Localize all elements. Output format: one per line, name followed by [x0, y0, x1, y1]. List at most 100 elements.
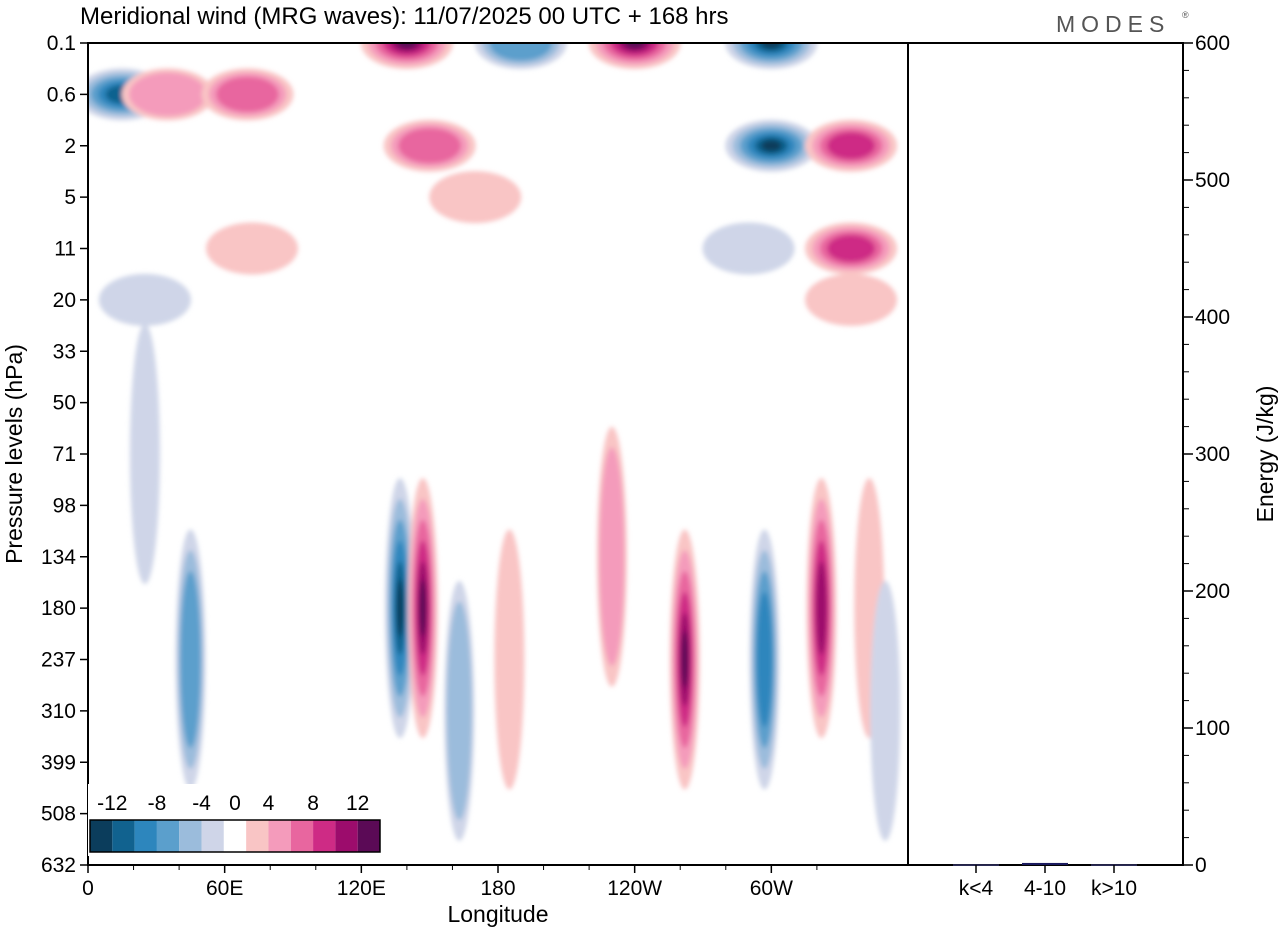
- colorbar-swatch: [179, 820, 202, 852]
- wind-field: [88, 43, 901, 841]
- wind-feature: [669, 529, 700, 790]
- wind-contour: [98, 273, 191, 326]
- colorbar-tick-label: 12: [346, 792, 369, 815]
- longitude-tick-label: 120E: [337, 877, 386, 900]
- colorbar-swatch: [112, 820, 135, 852]
- pressure-tick-label: 310: [41, 700, 76, 723]
- pressure-tick-label: 180: [41, 597, 76, 620]
- wind-feature: [805, 273, 898, 326]
- wind-feature: [870, 580, 901, 841]
- energy-tick-label: 300: [1195, 443, 1230, 466]
- energy-bars: k<4 4-10 k>10: [953, 862, 1137, 900]
- wind-feature: [121, 68, 214, 121]
- wind-feature: [494, 529, 525, 790]
- wind-feature: [596, 426, 627, 687]
- pressure-tick-label: 134: [41, 546, 76, 569]
- pressure-tick-label: 33: [53, 340, 76, 363]
- wind-feature: [749, 529, 780, 790]
- energy-tick-label: 0: [1195, 854, 1207, 877]
- wind-contour: [419, 579, 427, 637]
- colorbar-swatch: [90, 820, 113, 852]
- colorbar-tick-label: 4: [263, 792, 275, 815]
- energy-tick-label: 400: [1195, 306, 1230, 329]
- colorbar-frame: [89, 819, 381, 853]
- wind-feature: [201, 68, 294, 121]
- wind-feature: [474, 43, 567, 69]
- colorbar-swatch: [290, 820, 314, 852]
- wind-contour: [599, 447, 625, 666]
- pressure-tick-label: 50: [53, 392, 76, 415]
- logo-text: MODES: [1056, 11, 1170, 37]
- pressure-tick-label: 98: [53, 494, 76, 517]
- colorbar: -12 -8 -4 0 4 8 12: [88, 784, 382, 856]
- colorbar-swatch: [357, 820, 380, 852]
- wind-feature: [383, 119, 476, 172]
- x-axis-label: Longitude: [447, 901, 548, 927]
- colorbar-swatch: [156, 820, 180, 852]
- pressure-tick-label: 11: [54, 238, 76, 261]
- wind-contour: [681, 630, 689, 689]
- energy-category-label: 4-10: [1024, 877, 1066, 900]
- colorbar-swatch: [335, 820, 358, 852]
- pressure-tick-label: 2: [64, 135, 76, 158]
- wind-contour: [805, 273, 898, 326]
- wind-feature: [385, 478, 416, 739]
- colorbar-swatch: [201, 820, 224, 852]
- wind-feature: [588, 43, 681, 69]
- longitude-tick-label: 120W: [607, 877, 662, 900]
- wind-contour: [398, 128, 461, 164]
- colorbar-tick-label: 8: [307, 792, 319, 815]
- colorbar-swatch: [223, 820, 247, 852]
- energy-tick-label: 500: [1195, 169, 1230, 192]
- wind-feature: [725, 119, 818, 172]
- wind-contour: [206, 222, 298, 275]
- wind-feature: [725, 43, 818, 69]
- wind-contour: [827, 132, 875, 160]
- colorbar-swatch: [246, 820, 269, 852]
- wind-contour: [761, 140, 782, 152]
- colorbar-tick-label: 0: [229, 792, 241, 815]
- pressure-tick-label: 632: [41, 854, 76, 877]
- y-axis-label: Pressure levels (hPa): [1, 344, 27, 564]
- wind-feature: [360, 43, 453, 69]
- longitude-axis: 0 60E 120E 180 120W 60W: [82, 865, 818, 900]
- wind-contour: [216, 76, 279, 113]
- pressure-tick-label: 20: [53, 289, 76, 312]
- wind-contour: [624, 43, 645, 49]
- pressure-tick-label: 71: [53, 443, 76, 466]
- colorbar-swatch: [313, 820, 336, 852]
- pressure-tick-label: 508: [41, 803, 76, 826]
- wind-feature: [129, 324, 160, 584]
- pressure-axis: 0.1 0.6 2 5 11 20 33 50 71 98 134 180 237 310 399 508 63…: [41, 32, 88, 877]
- wind-feature: [206, 222, 298, 275]
- energy-plot-frame: [907, 42, 1184, 866]
- pressure-tick-label: 5: [64, 186, 76, 209]
- wind-feature: [407, 478, 438, 739]
- chart-title: Meridional wind (MRG waves): 11/07/2025 …: [80, 3, 729, 30]
- wind-contour: [180, 571, 201, 748]
- wind-contour: [756, 591, 773, 728]
- wind-contour: [870, 580, 901, 841]
- energy-tick-label: 100: [1195, 717, 1230, 740]
- wind-contour: [446, 601, 472, 821]
- colorbar-tick-label: -12: [97, 792, 127, 815]
- wind-feature: [98, 273, 191, 326]
- wind-contour: [129, 72, 207, 117]
- energy-axis: 0 100 200 300 400 500 600: [1183, 32, 1230, 877]
- wind-feature: [175, 529, 206, 790]
- wind-contour: [494, 529, 525, 790]
- wind-contour: [761, 43, 782, 49]
- wind-contour: [489, 43, 553, 61]
- wind-contour: [816, 561, 827, 655]
- wind-contour: [429, 171, 522, 224]
- energy-axis-label: Energy (J/kg): [1252, 386, 1278, 523]
- pressure-tick-label: 0.6: [47, 83, 76, 106]
- wind-feature: [444, 580, 475, 841]
- wind-feature: [429, 171, 522, 224]
- colorbar-swatch: [268, 820, 291, 852]
- energy-category-label: k>10: [1091, 877, 1137, 900]
- longitude-tick-label: 60W: [750, 877, 793, 900]
- wind-contour: [396, 579, 404, 637]
- wind-contour: [129, 324, 160, 584]
